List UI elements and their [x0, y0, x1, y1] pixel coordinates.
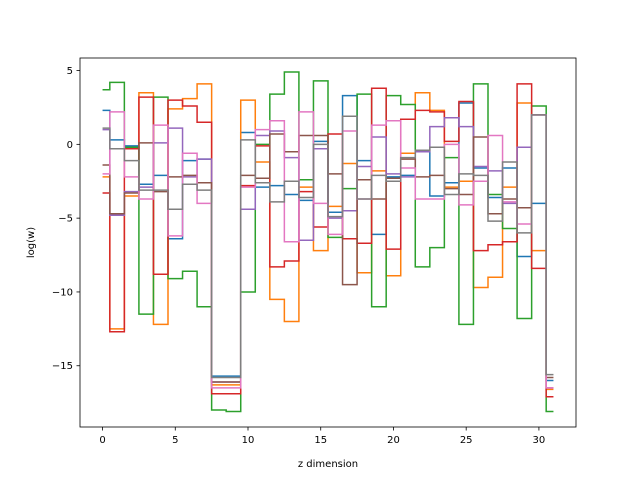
series-line-6 — [102, 114, 554, 383]
y-axis-ticks: 5 0 −5 −10 −15 — [52, 66, 80, 372]
x-axis-ticks: 0 5 10 15 20 25 30 — [99, 427, 545, 446]
y-tick-label: −15 — [52, 361, 73, 372]
x-tick-label: 25 — [460, 435, 473, 446]
x-axis-label: z dimension — [298, 459, 358, 470]
x-tick-label: 0 — [99, 435, 105, 446]
x-tick-label: 15 — [314, 435, 327, 446]
series-line-8 — [102, 114, 554, 379]
series-layer — [102, 71, 554, 413]
series-line-7 — [102, 111, 554, 389]
plot-area — [79, 57, 577, 428]
x-tick-label: 5 — [172, 435, 178, 446]
x-tick-label: 20 — [387, 435, 400, 446]
x-tick-label: 10 — [242, 435, 255, 446]
series-line-4 — [102, 83, 554, 398]
y-tick-label: −10 — [52, 287, 73, 298]
y-axis-label: log(w) — [26, 227, 37, 258]
x-tick-label: 30 — [533, 435, 546, 446]
axes-frame — [79, 57, 577, 428]
y-tick-label: 0 — [67, 140, 73, 151]
y-tick-label: −5 — [58, 214, 73, 225]
y-tick-label: 5 — [67, 66, 73, 77]
